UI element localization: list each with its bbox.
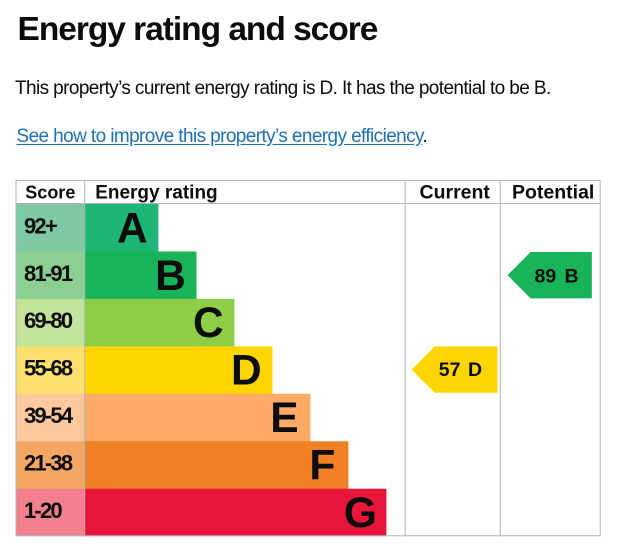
svg-text:Potential: Potential	[512, 182, 594, 204]
svg-text:Energy rating: Energy rating	[95, 183, 217, 204]
svg-text:A: A	[117, 205, 148, 252]
svg-text:69-80: 69-80	[24, 308, 73, 333]
svg-text:C: C	[193, 300, 224, 347]
svg-text:F: F	[309, 443, 335, 490]
svg-text:D: D	[468, 359, 482, 381]
svg-text:39-54: 39-54	[24, 403, 74, 428]
svg-text:D: D	[231, 348, 262, 395]
svg-text:G: G	[344, 490, 377, 537]
svg-text:92+: 92+	[24, 213, 57, 238]
svg-text:1-20: 1-20	[24, 498, 62, 523]
svg-text:Current: Current	[420, 182, 491, 204]
svg-text:21-38: 21-38	[24, 451, 73, 476]
svg-text:55-68: 55-68	[24, 356, 73, 381]
svg-text:Score: Score	[25, 183, 75, 203]
svg-text:B: B	[155, 253, 186, 300]
svg-text:B: B	[564, 266, 578, 288]
svg-text:81-91: 81-91	[24, 261, 73, 286]
svg-text:E: E	[270, 395, 298, 442]
svg-text:57: 57	[439, 359, 461, 381]
svg-text:89: 89	[535, 266, 557, 288]
